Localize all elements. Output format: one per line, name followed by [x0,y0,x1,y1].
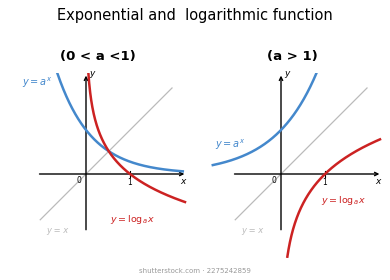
Text: (0 < a <1): (0 < a <1) [60,50,135,63]
Text: 1: 1 [323,178,327,187]
Text: y: y [284,69,289,78]
Text: x: x [375,177,381,186]
Text: 1: 1 [128,178,132,187]
Text: y = x: y = x [46,226,68,235]
Text: y = x: y = x [241,226,263,235]
Text: $y = a^x$: $y = a^x$ [22,76,53,90]
Text: Exponential and  logarithmic function: Exponential and logarithmic function [57,8,333,24]
Text: x: x [180,177,186,186]
Text: $y = a^x$: $y = a^x$ [215,137,245,151]
Text: $y = \log_a x$: $y = \log_a x$ [321,193,366,207]
Text: y: y [89,69,94,78]
Text: 0: 0 [272,176,277,185]
Text: shutterstock.com · 2275242859: shutterstock.com · 2275242859 [139,269,251,274]
Text: (a > 1): (a > 1) [267,50,318,63]
Text: 0: 0 [77,176,82,185]
Text: $y = \log_a x$: $y = \log_a x$ [110,213,156,227]
